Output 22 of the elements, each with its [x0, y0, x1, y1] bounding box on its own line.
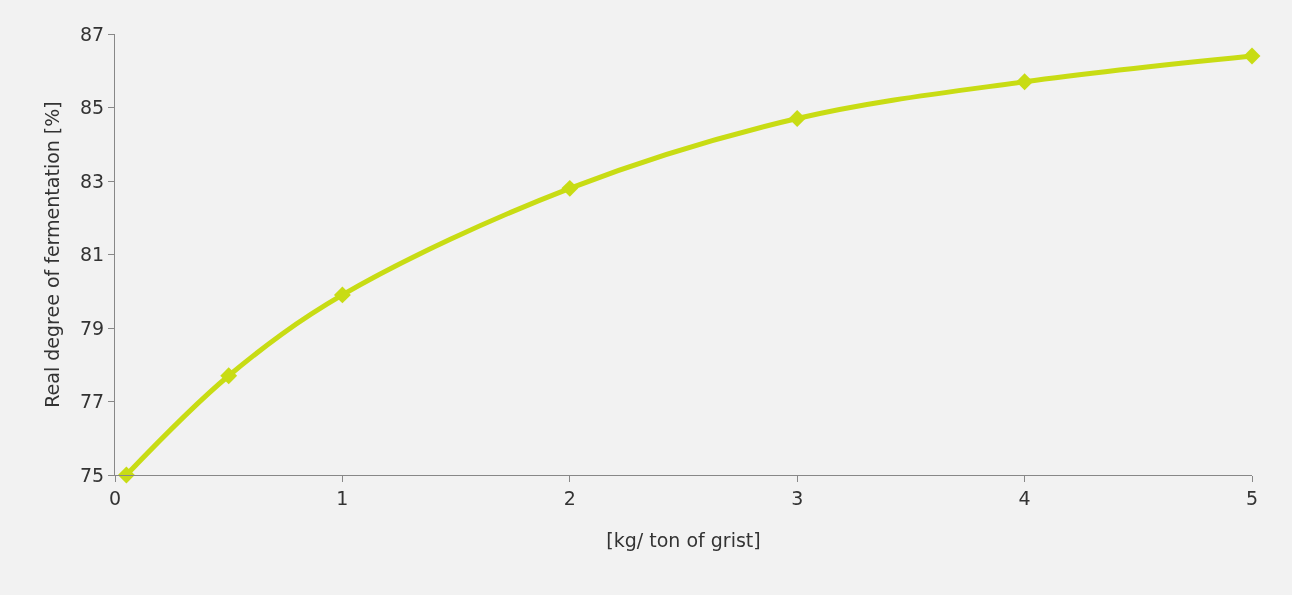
y-tick-label: 83 — [80, 169, 105, 192]
y-tick-label: 75 — [80, 463, 105, 486]
y-tick-label: 81 — [80, 243, 105, 266]
y-tick-label: 77 — [80, 390, 105, 413]
y-axis-title: Real degree of fermentation [%] — [40, 101, 63, 408]
y-tick-label: 87 — [80, 22, 105, 45]
y-tick-label: 85 — [80, 96, 105, 119]
point — [788, 110, 806, 127]
x-tick-label: 5 — [1245, 486, 1259, 509]
x-tick-label: 0 — [108, 486, 122, 509]
point — [561, 179, 579, 197]
x-tick-label: 3 — [791, 486, 804, 509]
point — [117, 466, 135, 484]
x-axis-title: [kg/ ton of grist] — [606, 528, 761, 551]
point — [220, 367, 238, 385]
y-tick-label: 79 — [80, 316, 105, 339]
x-tick-label: 1 — [336, 486, 349, 509]
x-tick-label: 2 — [563, 486, 576, 509]
point — [1243, 47, 1261, 65]
x-tick-label: 4 — [1018, 486, 1031, 509]
point — [1016, 73, 1034, 91]
point — [333, 286, 351, 304]
